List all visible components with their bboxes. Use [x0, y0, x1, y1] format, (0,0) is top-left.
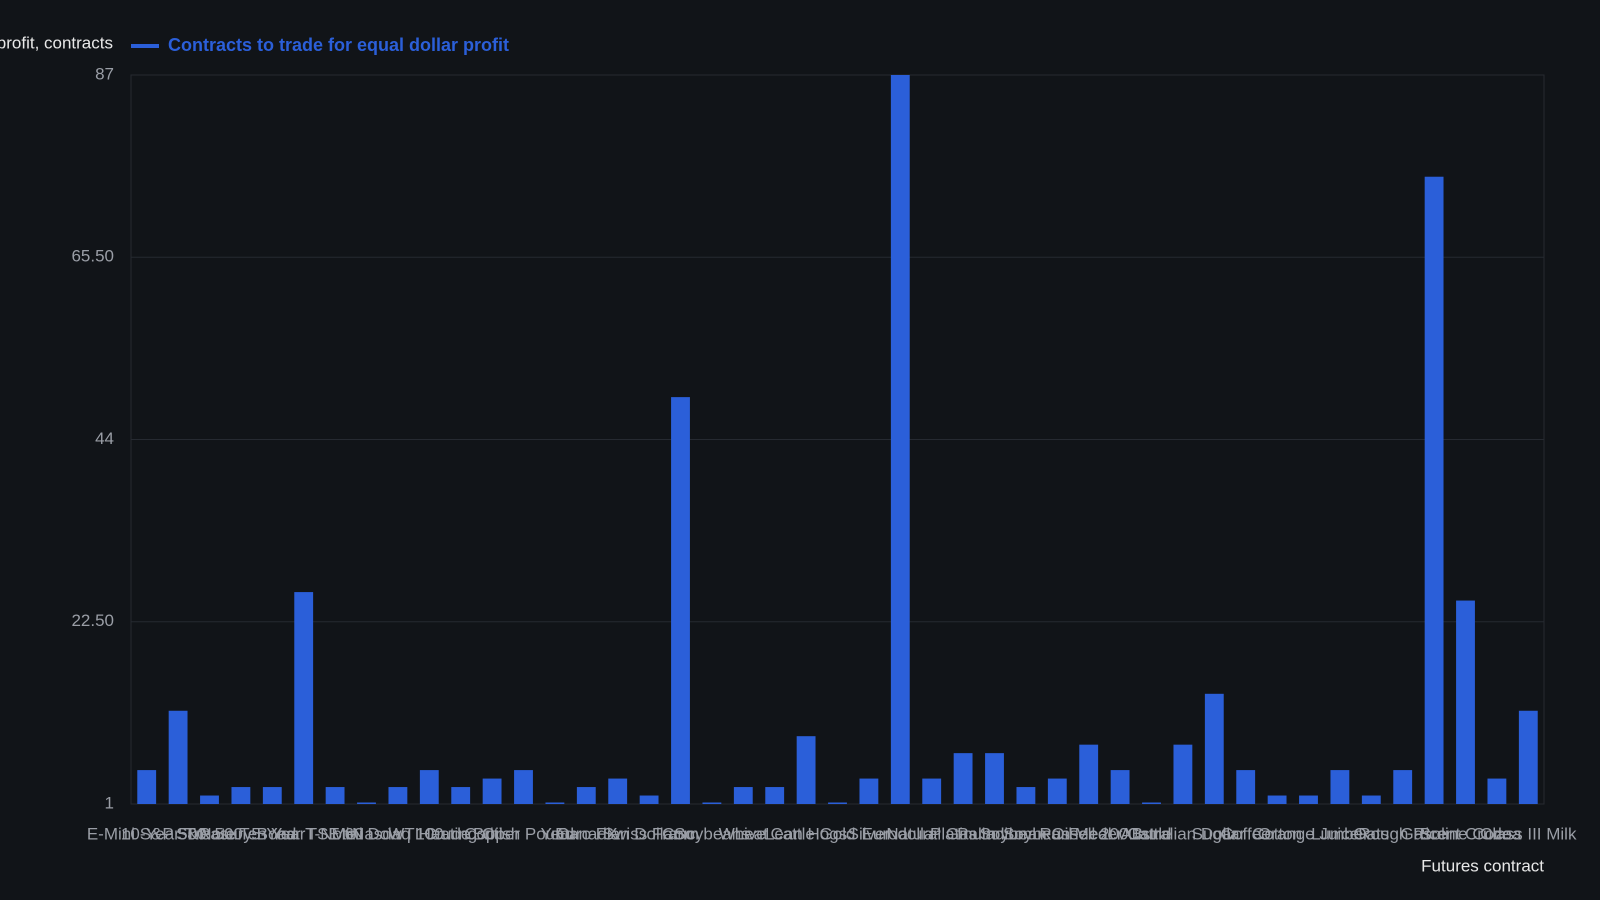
x-tick-label: Live Cattle — [735, 824, 815, 843]
bar — [1016, 787, 1036, 804]
bar — [545, 802, 565, 804]
legend-label: Contracts to trade for equal dollar prof… — [168, 35, 509, 55]
bar — [671, 397, 690, 804]
y-tick-label: 1 — [105, 793, 114, 812]
x-tick-label: Class III Milk — [1480, 824, 1577, 843]
y-axis-title: Contracts to trade for equal dollar prof… — [0, 33, 113, 52]
bar — [733, 787, 753, 804]
bar — [1047, 778, 1067, 804]
x-axis-title: Futures contract — [1421, 856, 1544, 875]
x-tick-label: Treasury Bond — [185, 824, 296, 843]
bar — [231, 787, 251, 804]
bar — [357, 802, 376, 804]
bar — [859, 778, 879, 804]
x-tick-label: Coffee — [1221, 824, 1271, 843]
x-tick-label: Mini Dow — [332, 824, 403, 843]
bar — [702, 802, 722, 804]
bar — [388, 787, 408, 804]
x-tick-label: Wheat — [719, 824, 768, 843]
y-tick-label: 22.50 — [71, 611, 114, 630]
bar — [482, 778, 502, 804]
bar — [1173, 744, 1193, 804]
x-tick-label: Copper — [464, 824, 520, 843]
bar — [1393, 770, 1413, 804]
x-tick-label: Nasdaq 100 — [352, 824, 444, 843]
x-tick-label: Cotton — [1252, 824, 1302, 843]
x-tick-label: Oats — [1353, 824, 1389, 843]
x-tick-label: TSE 60 — [307, 824, 364, 843]
x-tick-label: Platinum — [930, 824, 996, 843]
x-tick-label: Palladium — [957, 824, 1032, 843]
bar — [765, 787, 785, 804]
bar — [1236, 770, 1256, 804]
x-tick-label: Lumber — [1311, 824, 1369, 843]
bar — [419, 770, 439, 804]
x-tick-label: Soybean Oil — [980, 824, 1073, 843]
bar — [1299, 795, 1318, 804]
bar — [1267, 795, 1287, 804]
x-tick-label: Russell 2000 — [1040, 824, 1138, 843]
bar — [262, 787, 282, 804]
bar — [796, 736, 816, 804]
x-tick-label: Orange Juice — [1258, 824, 1359, 843]
bar — [1456, 600, 1475, 804]
bar — [325, 787, 345, 804]
x-tick-label: S&P 500 — [176, 824, 243, 843]
bar — [985, 753, 1004, 804]
bar — [953, 753, 973, 804]
x-tick-label: Canadian Dollar — [557, 824, 679, 843]
bar — [200, 795, 219, 804]
bar — [576, 787, 596, 804]
x-tick-label: 10-Year T-Note — [121, 824, 235, 843]
x-tick-label: Sugar — [1192, 824, 1238, 843]
y-tick-label: 65.50 — [71, 247, 114, 266]
x-tick-label: Rough Rice — [1358, 824, 1447, 843]
bar — [168, 710, 188, 804]
bar — [828, 802, 847, 804]
x-tick-label: Gasoline — [1401, 824, 1468, 843]
x-tick-label: Natural Gas — [886, 824, 977, 843]
bar — [451, 787, 471, 804]
bar — [1079, 744, 1099, 804]
bar — [1518, 710, 1538, 804]
x-tick-label: Gold — [820, 824, 856, 843]
bar — [137, 770, 157, 804]
x-tick-label: 5-Year T-Note — [251, 824, 356, 843]
x-tick-label: WTI Crude — [388, 824, 470, 843]
bar — [922, 778, 942, 804]
bar — [1330, 770, 1350, 804]
x-tick-label: Corn — [662, 824, 699, 843]
x-tick-label: Euro FX — [555, 824, 617, 843]
bar — [1204, 693, 1224, 804]
x-tick-label: Silver — [848, 824, 891, 843]
x-tick-label: Bund — [1132, 824, 1172, 843]
x-tick-label: Lean Hogs — [765, 824, 847, 843]
bar — [1361, 795, 1381, 804]
bar — [890, 75, 910, 804]
x-tick-label: Heating Oil — [419, 824, 503, 843]
bar — [608, 778, 628, 804]
x-tick-label: Cocoa — [1472, 824, 1522, 843]
x-tick-label: Yen — [541, 824, 570, 843]
bar — [514, 770, 533, 804]
x-tick-label: Brent Crude — [1420, 824, 1512, 843]
x-tick-label: Feeder Cattle — [1069, 824, 1172, 843]
x-tick-label: Swiss Franc — [603, 824, 696, 843]
x-tick-label: E-Mini S&P 500 — [87, 824, 207, 843]
x-tick-label: Soybeans — [674, 824, 750, 843]
y-tick-label: 87 — [95, 64, 114, 83]
bar — [639, 795, 659, 804]
bar — [1487, 778, 1507, 804]
bar — [294, 592, 314, 804]
x-tick-label: Australian Dollar — [1121, 824, 1246, 843]
y-tick-label: 44 — [95, 429, 114, 448]
x-tick-label: British Pound — [473, 824, 574, 843]
x-tick-label: Ten Year — [239, 824, 306, 843]
bar — [1110, 770, 1130, 804]
bar — [1424, 176, 1444, 804]
x-tick-label: Soybean Meal — [1003, 824, 1112, 843]
bar — [1142, 802, 1161, 804]
x-tick-label: Eurodollar — [862, 824, 940, 843]
